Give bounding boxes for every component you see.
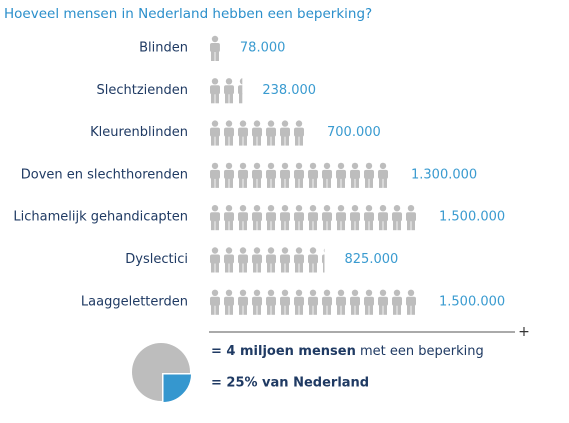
icon-row	[210, 247, 325, 273]
category-label: Doven en slechthorenden	[21, 167, 188, 182]
category-label: Blinden	[139, 41, 188, 56]
icon-row	[210, 120, 304, 146]
icon-row	[210, 78, 243, 104]
value-label: 78.000	[240, 41, 285, 56]
category-label: Slechtzienden	[96, 83, 188, 98]
total-text: = 4 miljoen mensen met een beperking	[211, 344, 484, 359]
chart-title: Hoeveel mensen in Nederland hebben een b…	[4, 6, 372, 22]
category-label: Kleurenblinden	[90, 125, 188, 140]
icon-row	[210, 205, 416, 231]
value-label: 825.000	[345, 252, 399, 267]
value-label: 700.000	[327, 125, 381, 140]
category-label: Lichamelijk gehandicapten	[13, 210, 188, 225]
icon-row	[210, 289, 416, 315]
total-rest: met een beperking	[360, 344, 484, 359]
category-label: Laaggeletterden	[81, 294, 188, 309]
value-label: 238.000	[262, 83, 316, 98]
icon-row	[210, 162, 388, 188]
icon-row	[210, 35, 220, 61]
pie-share	[162, 373, 193, 404]
value-label: 1.500.000	[439, 210, 505, 225]
share-text: = 25% van Nederland	[211, 376, 369, 391]
value-label: 1.300.000	[411, 167, 477, 182]
category-label: Dyslectici	[125, 252, 188, 267]
value-label: 1.500.000	[439, 294, 505, 309]
total-bold: = 4 miljoen mensen	[211, 344, 356, 359]
total-plus: +	[518, 324, 530, 340]
